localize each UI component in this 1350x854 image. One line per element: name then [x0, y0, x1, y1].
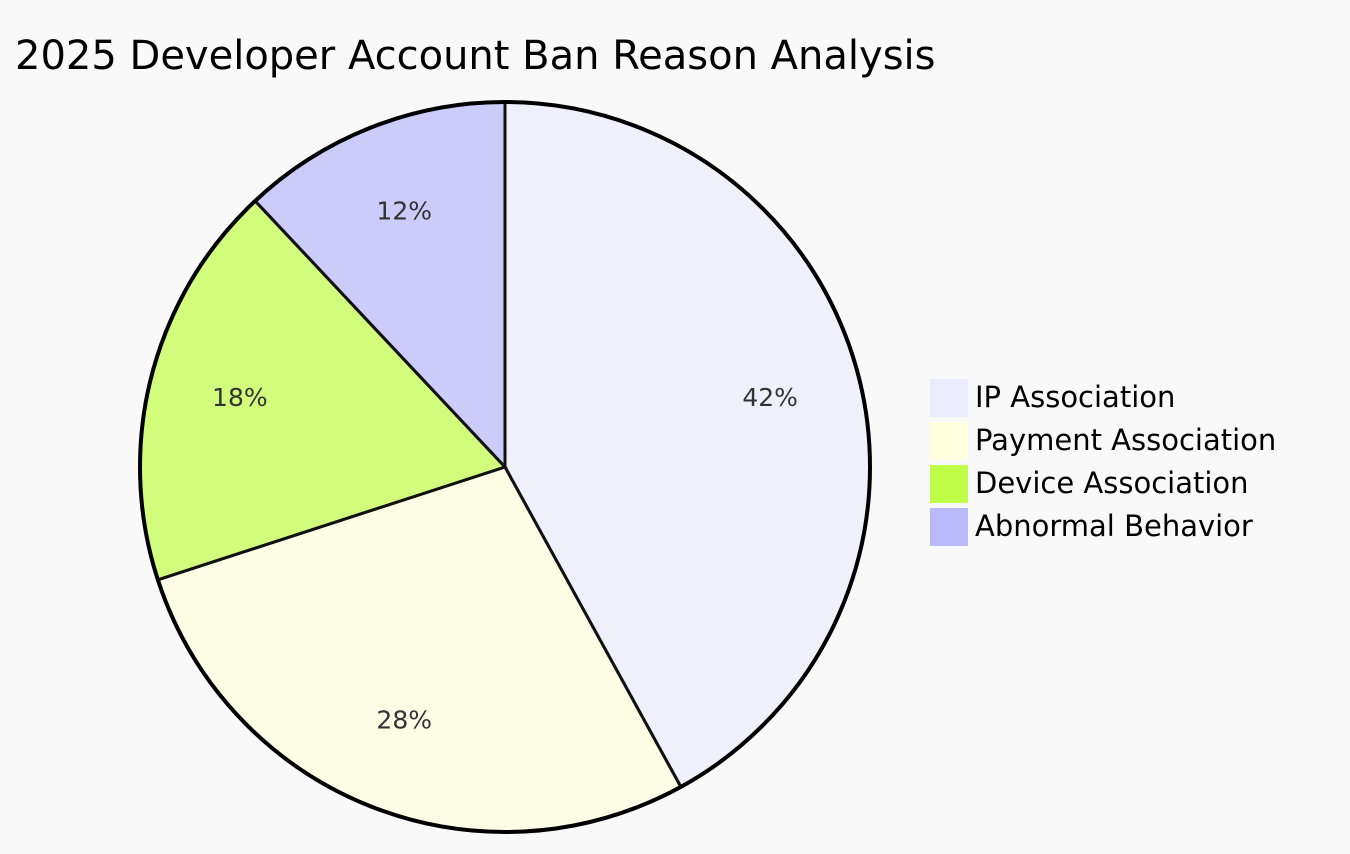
legend-label: Device Association: [975, 466, 1249, 500]
slice-label: 28%: [376, 706, 432, 735]
slice-label: 12%: [376, 196, 432, 225]
legend-swatch: [930, 465, 968, 503]
legend-swatch: [930, 379, 968, 417]
slice-label: 18%: [212, 383, 268, 412]
pie-outline: [138, 100, 872, 834]
legend-label: Payment Association: [975, 423, 1276, 457]
legend-label: IP Association: [975, 380, 1175, 414]
legend-label: Abnormal Behavior: [975, 509, 1253, 543]
chart-title: 2025 Developer Account Ban Reason Analys…: [15, 33, 936, 79]
legend-swatch: [930, 508, 968, 546]
legend-swatch: [930, 422, 968, 460]
slice-label: 42%: [742, 383, 798, 412]
